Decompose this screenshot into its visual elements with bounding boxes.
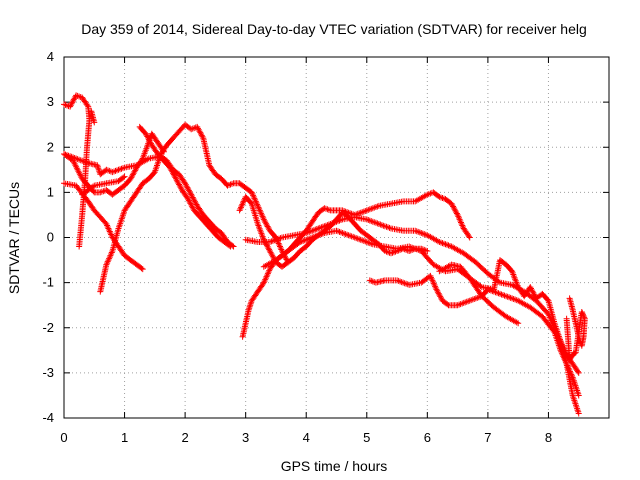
data-point-markers (97, 121, 292, 295)
series-track-8 (79, 173, 128, 198)
data-point-markers (61, 130, 167, 198)
x-tick-label: 2 (181, 430, 188, 445)
y-tick-label: 2 (47, 139, 54, 154)
data-point-markers (563, 295, 588, 363)
x-tick-label: 0 (60, 430, 67, 445)
data-point-markers (88, 108, 98, 126)
data-point-markers (260, 227, 522, 327)
x-tick-label: 8 (545, 430, 552, 445)
y-tick-label: 0 (47, 230, 54, 245)
y-tick-label: 4 (47, 49, 54, 64)
y-axis-label: SDTVAR / TECUs (6, 182, 22, 294)
series-track-5 (97, 121, 292, 295)
data-point-markers (61, 92, 93, 250)
series-track-15 (563, 295, 588, 363)
series-track-13 (366, 272, 582, 399)
x-tick-label: 4 (303, 430, 310, 445)
y-tick-label: -2 (42, 320, 54, 335)
chart-title: Day 359 of 2014, Sidereal Day-to-day VTE… (81, 21, 587, 37)
y-tick-label: 1 (47, 184, 54, 199)
data-point-markers (436, 257, 582, 376)
x-tick-label: 1 (121, 430, 128, 445)
series-track-14 (436, 257, 582, 376)
x-tick-label: 7 (484, 430, 491, 445)
series-track-7 (61, 130, 167, 198)
data-layer (61, 92, 588, 417)
y-tick-label: -1 (42, 275, 54, 290)
x-tick-label: 5 (363, 430, 370, 445)
data-point-markers (366, 272, 582, 399)
ticks-layer: 0 1 2 3 4 5 6 7 8 4 3 2 1 0 -1 -2 -3 -4 (42, 49, 609, 445)
x-tick-label: 3 (242, 430, 249, 445)
x-tick-label: 6 (424, 430, 431, 445)
series-track-12 (260, 227, 522, 327)
y-tick-label: 3 (47, 94, 54, 109)
data-point-markers (79, 173, 128, 198)
grid-layer (64, 57, 609, 418)
series-track-1 (61, 92, 93, 250)
y-tick-label: -4 (42, 410, 54, 425)
series-track-2 (88, 108, 98, 126)
x-axis-label: GPS time / hours (281, 458, 388, 474)
y-tick-label: -3 (42, 365, 54, 380)
